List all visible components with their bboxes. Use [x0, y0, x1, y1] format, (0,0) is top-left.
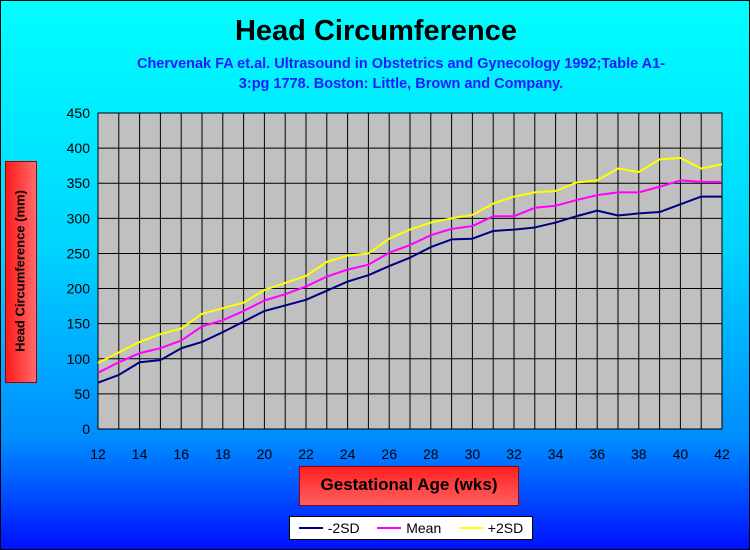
y-tick-label: 200 — [67, 281, 91, 297]
legend-item-plus-2sd: +2SD — [458, 520, 524, 536]
y-tick-label: 400 — [67, 140, 91, 156]
series-line-mean — [97, 179, 722, 374]
legend-label-minus-2sd: -2SD — [327, 520, 360, 536]
x-tick-label: 14 — [132, 446, 148, 462]
legend-item-mean: Mean — [377, 520, 441, 536]
x-tick-label: 40 — [673, 446, 689, 462]
legend-swatch-mean — [377, 527, 402, 529]
series-line-plus-2sd — [97, 156, 723, 364]
series-line-minus-2sd — [97, 195, 722, 384]
chart-title: Head Circumference — [234, 15, 518, 47]
legend-swatch-minus-2sd — [298, 527, 323, 529]
x-tick-label: 30 — [465, 446, 481, 462]
y-axis-label-background — [5, 161, 37, 383]
y-tick-label: 50 — [74, 386, 90, 402]
y-tick-label: 250 — [67, 245, 91, 261]
chart-subtitle-line-2: 3:pg 1778. Boston: Little, Brown and Com… — [238, 76, 564, 92]
x-tick-label: 24 — [340, 446, 356, 462]
y-tick-label: 150 — [67, 316, 91, 332]
legend-label-mean: Mean — [406, 520, 442, 536]
x-tick-label: 18 — [215, 446, 231, 462]
y-tick-label: 0 — [82, 421, 90, 437]
y-tick-label: 450 — [67, 105, 91, 121]
x-tick-label: 38 — [631, 446, 647, 462]
x-tick-label: 16 — [173, 446, 189, 462]
legend: -2SD Mean +2SD — [289, 516, 533, 540]
x-axis-label-background — [299, 466, 519, 506]
x-axis-label: Gestational Age (wks) — [320, 475, 498, 494]
chart-subtitle-line-1: Chervenak FA et.al. Ultrasound in Obstet… — [136, 56, 666, 72]
x-tick-label: 32 — [506, 446, 522, 462]
legend-swatch-plus-2sd — [458, 527, 483, 529]
x-tick-label: 42 — [714, 446, 730, 462]
chart-subtitle: Chervenak FA et.al. Ultrasound in Obstet… — [96, 54, 706, 94]
x-tick-label: 28 — [423, 446, 439, 462]
x-tick-label: 26 — [381, 446, 397, 462]
x-tick-label: 20 — [257, 446, 273, 462]
y-tick-label: 100 — [67, 351, 91, 367]
x-tick-label: 36 — [589, 446, 605, 462]
x-tick-label: 22 — [298, 446, 314, 462]
legend-item-minus-2sd: -2SD — [298, 520, 360, 536]
legend-label-plus-2sd: +2SD — [487, 520, 524, 536]
y-tick-label: 350 — [67, 175, 91, 191]
x-tick-label: 34 — [548, 446, 564, 462]
x-tick-label: 12 — [90, 446, 106, 462]
y-tick-label: 300 — [67, 210, 91, 226]
